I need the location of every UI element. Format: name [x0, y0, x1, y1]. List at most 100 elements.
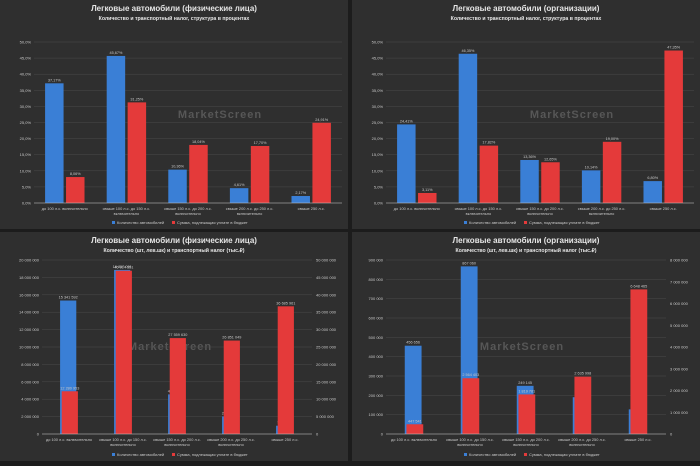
category-label: включительно	[527, 211, 553, 216]
y-tick-label: 500 000	[369, 335, 384, 340]
y-tick-label: 10 000 000	[19, 345, 40, 350]
data-label: 27 559 630	[168, 333, 187, 337]
bar-tax-4	[602, 141, 622, 203]
data-label: 45,67%	[109, 51, 123, 55]
category-label: свыше 150 л.с. до 200 л.с.	[164, 206, 212, 211]
y-tick-label: 300 000	[369, 374, 384, 379]
data-label: 4,61%	[234, 183, 245, 187]
data-label: 6,80%	[647, 176, 658, 180]
legend-swatch-tax	[524, 221, 527, 224]
y-tick-label: 20 000 000	[19, 258, 40, 263]
data-label: 456 656	[406, 341, 420, 345]
category-label: включительно	[513, 442, 539, 447]
legend-label-tax: Сумма, подлежащая уплате в бюджет	[177, 220, 248, 225]
y-tick-label: 40,0%	[20, 72, 32, 77]
category-label: свыше 250 л.с.	[650, 206, 677, 211]
chart-panel-organizations-percent: MarketScreen Легковые автомобили (организ…	[352, 0, 700, 229]
y-tick-label: 10,0%	[372, 168, 384, 173]
y-tick-label: 25,0%	[20, 120, 32, 125]
bar-count-3	[168, 169, 187, 203]
category-label: свыше 250 л.с.	[271, 437, 298, 442]
category-label: свыше 100 л.с. до 150 л.с.	[103, 206, 151, 211]
y-tick-label: 400 000	[369, 354, 384, 359]
data-label: 447 541	[408, 419, 422, 423]
bar-tax-3	[169, 338, 186, 434]
data-label: 18,04%	[192, 140, 206, 144]
bar-tax-1	[61, 391, 78, 434]
category-label: свыше 250 л.с.	[298, 206, 325, 211]
y-right-tick-label: 45 000 000	[316, 275, 337, 280]
chart-title: Легковые автомобили (организации)	[453, 4, 600, 13]
chart-subtitle: Количество и транспортный налог, структу…	[451, 15, 602, 22]
data-label: 10,14%	[585, 165, 599, 169]
data-label: 2 635 998	[574, 372, 591, 376]
data-label: 31,25%	[130, 97, 144, 101]
y-tick-label: 40,0%	[372, 72, 384, 77]
data-label: 24,91%	[315, 118, 329, 122]
category-label: включительно	[466, 211, 492, 216]
y-right-tick-label: 4 000 000	[670, 345, 689, 350]
chart-individuals-percent: MarketScreen Легковые автомобили (физичес…	[20, 4, 342, 225]
chart-panel-organizations-absolute: MarketScreen Легковые автомобили (организ…	[352, 232, 700, 461]
bar-count-1	[45, 83, 64, 203]
y-tick-label: 25,0%	[372, 120, 384, 125]
category-label: свыше 100 л.с. до 150 л.с.	[99, 437, 147, 442]
category-label: включительно	[237, 211, 263, 216]
bar-count-3	[520, 159, 539, 203]
y-tick-label: 35,0%	[20, 88, 32, 93]
chart-subtitle: Количество (шт, лев.шк) и транспортный н…	[455, 247, 596, 254]
category-label: свыше 100 л.с. до 150 л.с.	[446, 437, 494, 442]
y-right-tick-label: 15 000 000	[316, 379, 337, 384]
data-label: 10,36%	[171, 165, 185, 169]
chart-title: Легковые автомобили (физические лица)	[91, 236, 257, 245]
category-label: до 100 л.с. включительно	[46, 437, 92, 442]
y-tick-label: 12 000 000	[19, 327, 40, 332]
y-right-tick-label: 35 000 000	[316, 310, 337, 315]
bar-tax-5	[312, 122, 331, 203]
data-label: 2,17%	[295, 191, 306, 195]
chart-panel-individuals-percent: MarketScreen Легковые автомобили (физичес…	[0, 0, 348, 229]
category-label: включительно	[110, 442, 136, 447]
data-label: 15 341 592	[59, 296, 78, 300]
category-label: свыше 150 л.с. до 200 л.с.	[153, 437, 201, 442]
bar-tax-4	[223, 340, 240, 434]
y-tick-label: 18 000 000	[19, 275, 40, 280]
data-label: 13,36%	[523, 155, 537, 159]
category-label: до 100 л.с. включительно	[394, 206, 440, 211]
bar-count-4	[229, 188, 249, 203]
y-tick-label: 15,0%	[372, 152, 384, 157]
data-label: 17,82%	[482, 141, 496, 145]
y-tick-label: 700 000	[369, 296, 384, 301]
y-tick-label: 200 000	[369, 393, 384, 398]
data-label: 1 819 781	[518, 389, 535, 393]
y-tick-label: 14 000 000	[19, 310, 40, 315]
category-label: включительно	[589, 211, 615, 216]
category-label: свыше 250 л.с.	[624, 437, 651, 442]
data-label: 6 648 465	[630, 284, 647, 288]
y-tick-label: 45,0%	[20, 56, 32, 61]
data-label: 249 145	[518, 381, 532, 385]
y-tick-label: 16 000 000	[19, 292, 40, 297]
y-tick-label: 30,0%	[20, 104, 32, 109]
data-label: 24,41%	[400, 119, 414, 123]
data-label: 46 914 551	[114, 266, 133, 270]
y-tick-label: 0,0%	[374, 201, 384, 206]
y-right-tick-label: 50 000 000	[316, 258, 337, 263]
legend-swatch-tax	[524, 453, 527, 456]
bar-count-1	[397, 124, 416, 203]
y-right-tick-label: 30 000 000	[316, 327, 337, 332]
chart-title: Легковые автомобили (физические лица)	[91, 4, 257, 13]
y-tick-label: 45,0%	[372, 56, 384, 61]
data-label: 12 280 953	[60, 386, 79, 390]
y-right-tick-label: 20 000 000	[316, 362, 337, 367]
y-tick-label: 2 000 000	[21, 414, 40, 419]
category-label: до 100 л.с. включительно	[42, 206, 88, 211]
y-right-tick-label: 5 000 000	[670, 323, 689, 328]
bar-tax-2	[115, 270, 132, 434]
bar-count-5	[291, 196, 310, 203]
category-label: включительно	[569, 442, 595, 447]
y-tick-label: 5,0%	[22, 184, 32, 189]
